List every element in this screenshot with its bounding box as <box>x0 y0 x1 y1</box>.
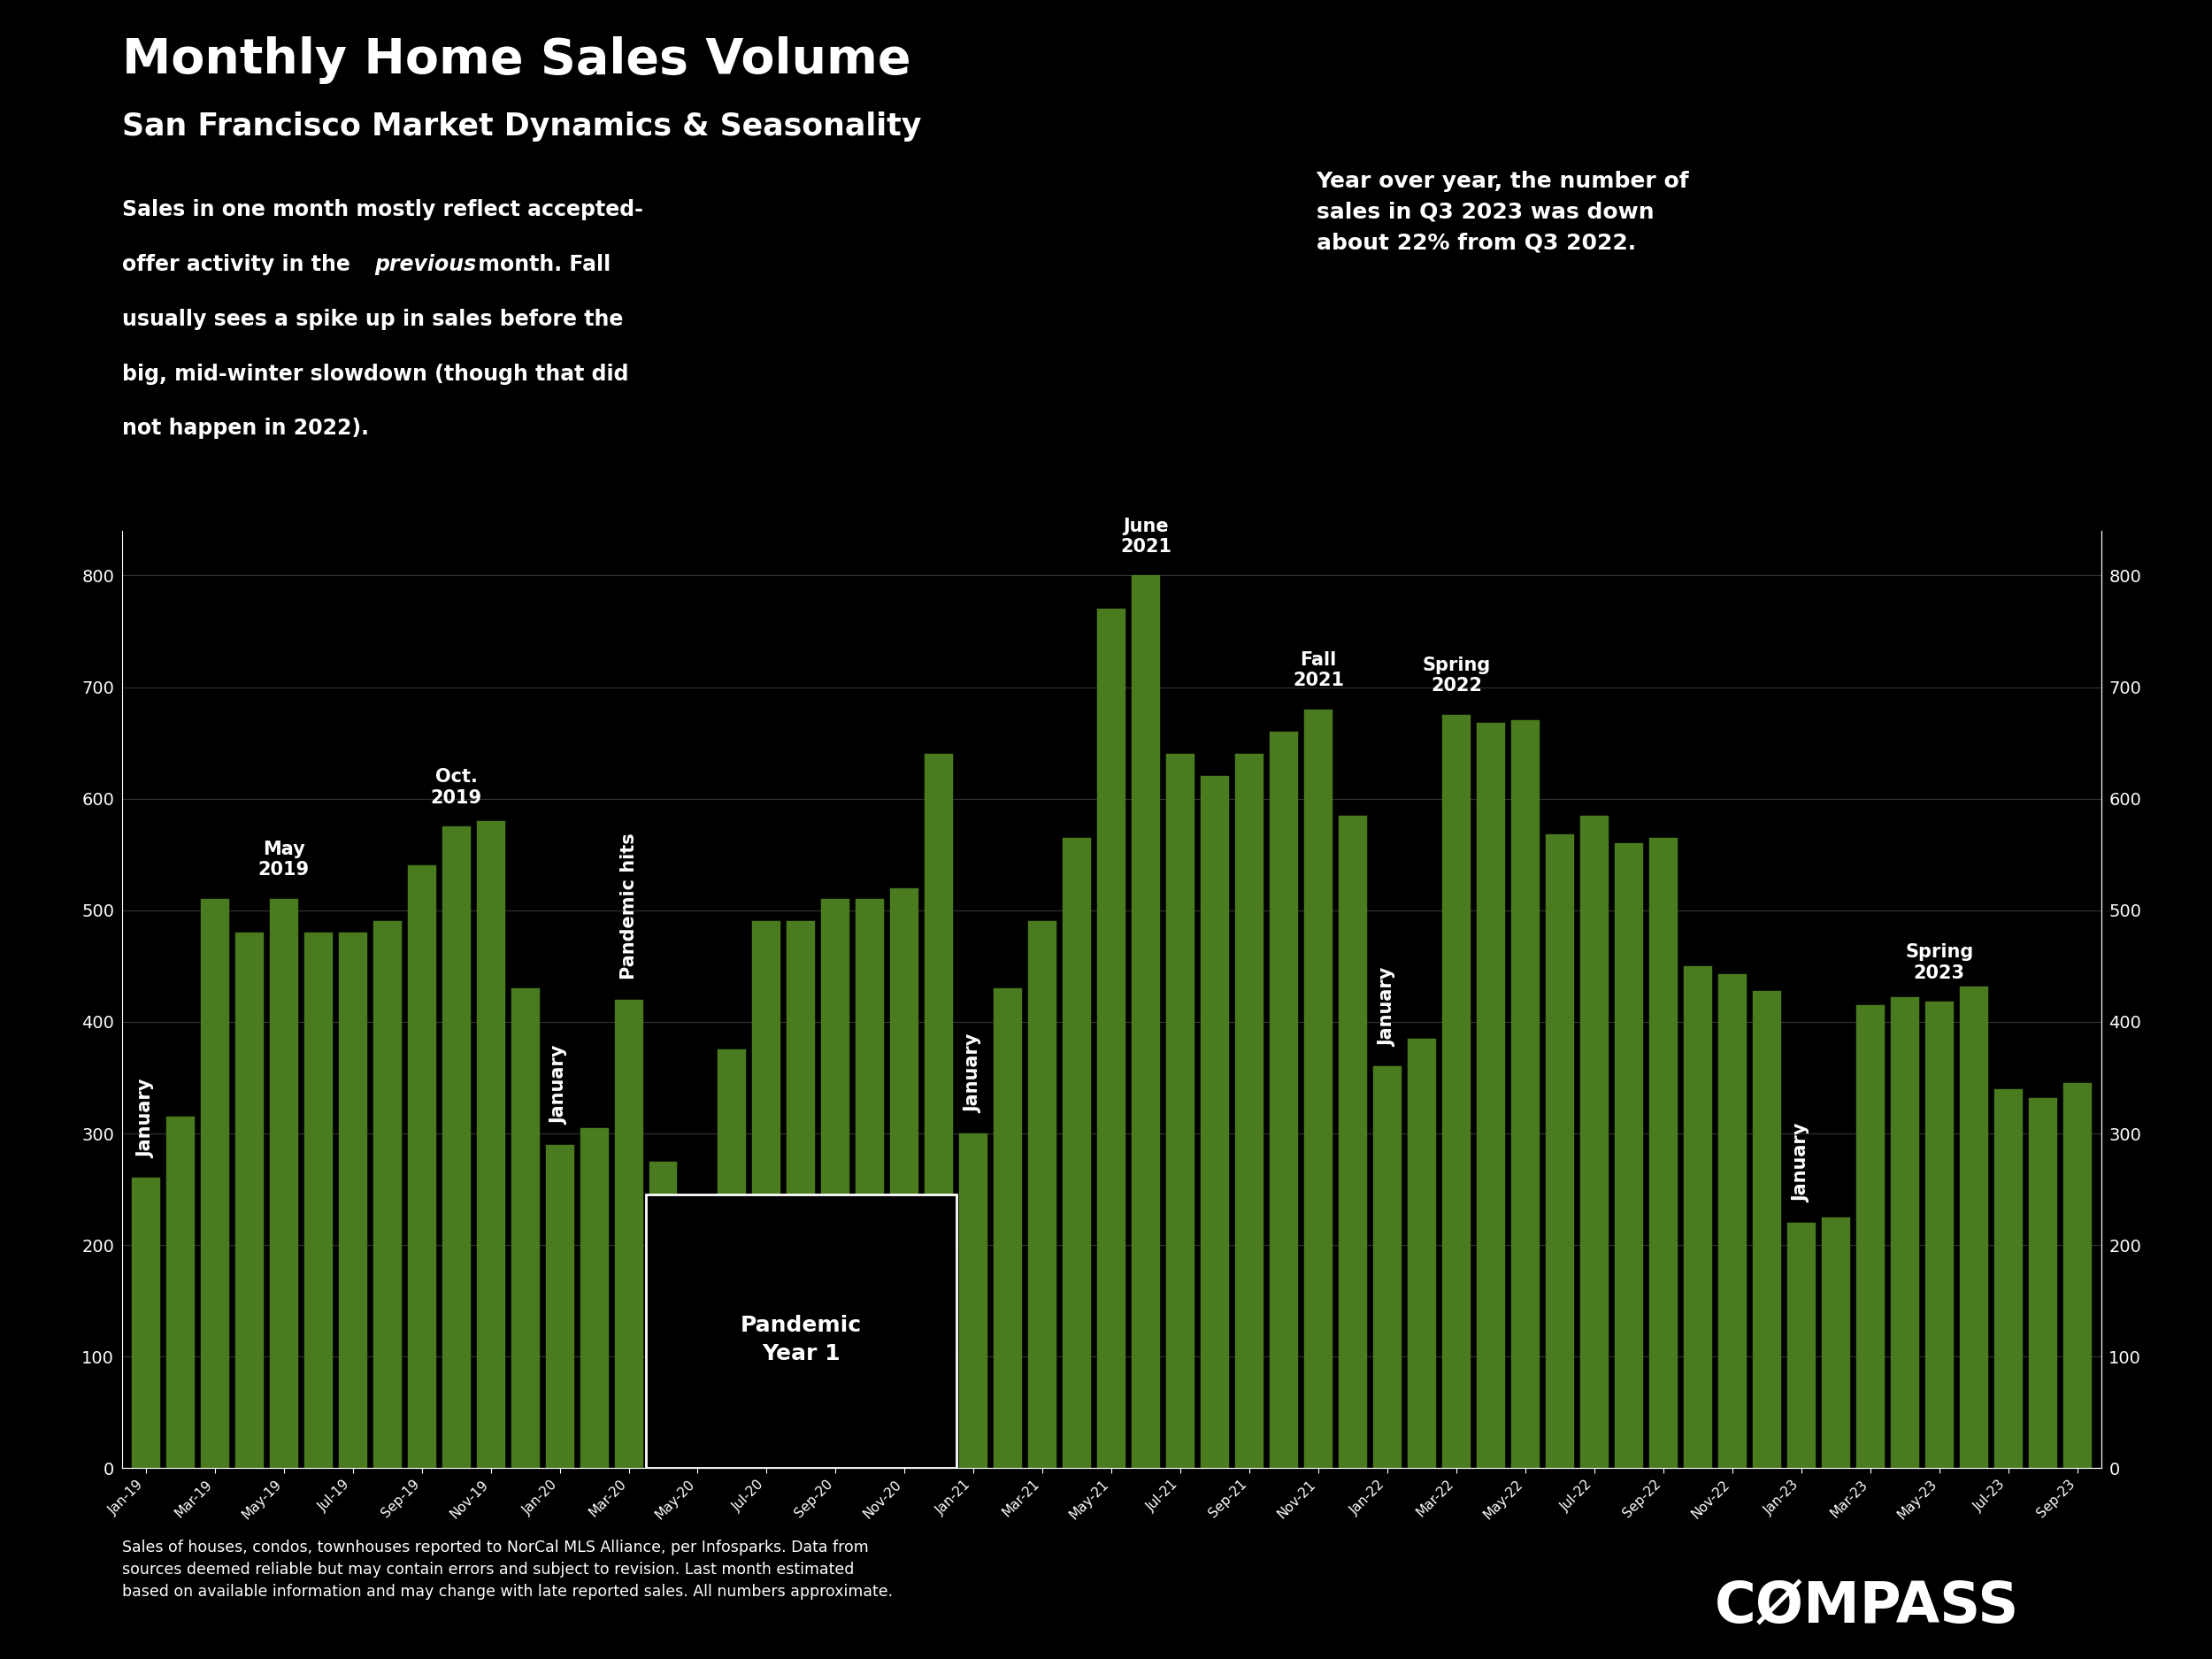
Text: Sales in one month mostly reflect accepted-: Sales in one month mostly reflect accept… <box>122 199 644 221</box>
Bar <box>1924 1002 1953 1468</box>
Text: Year over year, the number of
sales in Q3 2023 was down
about 22% from Q3 2022.: Year over year, the number of sales in Q… <box>1316 171 1690 254</box>
Bar <box>1960 985 1989 1468</box>
Text: month. Fall: month. Fall <box>471 254 611 275</box>
Bar <box>303 932 332 1468</box>
Bar <box>1097 609 1126 1468</box>
Bar <box>1995 1088 2022 1468</box>
Bar <box>646 1194 956 1468</box>
Text: offer activity in the: offer activity in the <box>122 254 356 275</box>
Bar <box>615 999 644 1468</box>
Bar <box>684 1201 712 1468</box>
Text: Sales of houses, condos, townhouses reported to NorCal MLS Alliance, per Infospa: Sales of houses, condos, townhouses repo… <box>122 1540 891 1599</box>
Bar <box>787 921 816 1468</box>
Bar <box>993 989 1022 1468</box>
Bar <box>1546 834 1575 1468</box>
Text: Fall
2021: Fall 2021 <box>1292 650 1345 690</box>
Bar <box>374 921 400 1468</box>
Bar <box>2064 1083 2090 1468</box>
Bar <box>1305 710 1332 1468</box>
Bar <box>1133 576 1159 1468</box>
Bar <box>2028 1098 2057 1468</box>
Text: Oct.
2019: Oct. 2019 <box>431 768 482 806</box>
Bar <box>270 899 299 1468</box>
Bar <box>1338 816 1367 1468</box>
Text: Monthly Home Sales Volume: Monthly Home Sales Volume <box>122 36 911 85</box>
Bar <box>925 755 953 1468</box>
Bar <box>1787 1223 1816 1468</box>
Bar <box>1234 755 1263 1468</box>
Bar <box>1478 723 1504 1468</box>
Bar <box>752 921 781 1468</box>
Bar <box>1374 1067 1402 1468</box>
Bar <box>1270 732 1298 1468</box>
Text: Pandemic
Year 1: Pandemic Year 1 <box>741 1316 863 1364</box>
Bar <box>1201 776 1230 1468</box>
Bar <box>1823 1218 1849 1468</box>
Bar <box>580 1128 608 1468</box>
Bar <box>1511 720 1540 1468</box>
Text: Pandemic hits: Pandemic hits <box>619 833 637 979</box>
Bar <box>1442 715 1471 1468</box>
Bar <box>546 1145 573 1468</box>
Text: Spring
2023: Spring 2023 <box>1905 944 1973 982</box>
Text: previous: previous <box>374 254 476 275</box>
Bar <box>1856 1005 1885 1468</box>
Bar <box>1579 816 1608 1468</box>
Bar <box>891 888 918 1468</box>
Text: January: January <box>137 1078 155 1158</box>
Text: CØMPASS: CØMPASS <box>1714 1579 2020 1634</box>
Bar <box>856 899 885 1468</box>
Bar <box>1683 966 1712 1468</box>
Bar <box>1891 997 1920 1468</box>
Bar <box>407 866 436 1468</box>
Text: Spring
2022: Spring 2022 <box>1422 657 1491 695</box>
Bar <box>133 1178 159 1468</box>
Text: not happen in 2022).: not happen in 2022). <box>122 418 369 440</box>
Bar <box>960 1133 989 1468</box>
Text: January: January <box>1378 967 1396 1047</box>
Text: June
2021: June 2021 <box>1119 518 1172 556</box>
Bar <box>1719 974 1747 1468</box>
Text: San Francisco Market Dynamics & Seasonality: San Francisco Market Dynamics & Seasonal… <box>122 111 920 141</box>
Text: big, mid-winter slowdown (though that did: big, mid-winter slowdown (though that di… <box>122 363 628 385</box>
Bar <box>1064 838 1091 1468</box>
Bar <box>476 821 504 1468</box>
Bar <box>1615 843 1644 1468</box>
Text: May
2019: May 2019 <box>259 841 310 879</box>
Bar <box>1407 1039 1436 1468</box>
Bar <box>166 1117 195 1468</box>
Bar <box>234 932 263 1468</box>
Bar <box>648 1161 677 1468</box>
Text: January: January <box>964 1034 982 1113</box>
Bar <box>719 1050 745 1468</box>
Bar <box>1650 838 1677 1468</box>
Bar <box>1166 755 1194 1468</box>
Bar <box>1752 990 1781 1468</box>
Bar <box>201 899 228 1468</box>
Text: January: January <box>551 1045 568 1125</box>
Bar <box>821 899 849 1468</box>
Text: usually sees a spike up in sales before the: usually sees a spike up in sales before … <box>122 309 624 330</box>
Bar <box>442 826 471 1468</box>
Bar <box>1029 921 1057 1468</box>
Bar <box>511 989 540 1468</box>
Bar <box>338 932 367 1468</box>
Text: January: January <box>1792 1123 1809 1203</box>
